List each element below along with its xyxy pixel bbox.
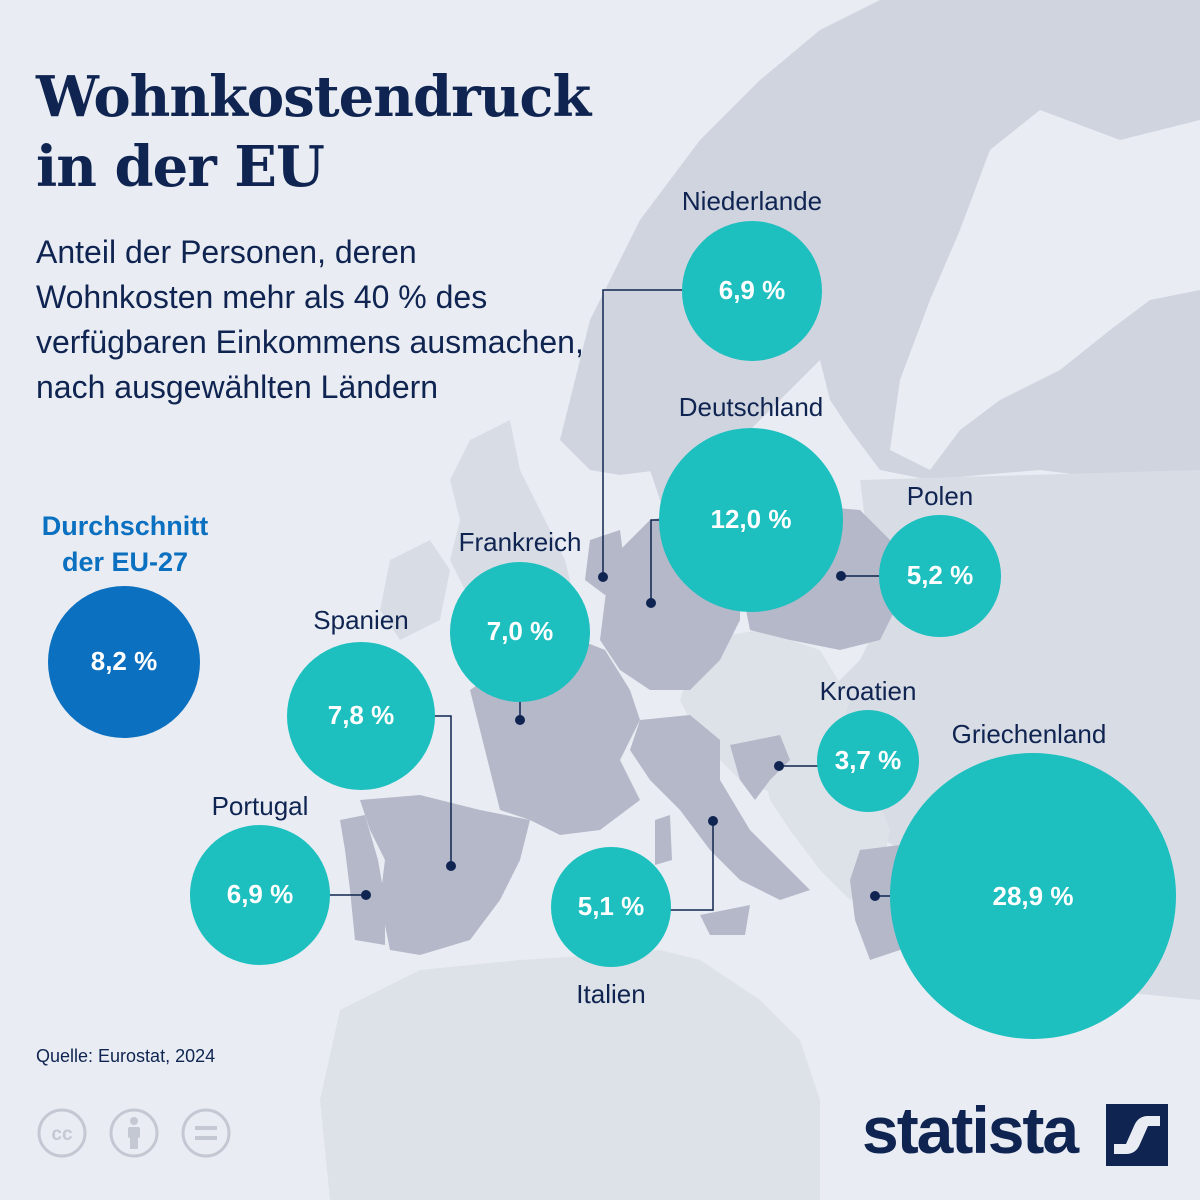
scandinavia-shape: [560, 0, 1200, 480]
label-italien: Italien: [576, 979, 646, 1009]
dot-spanien: [446, 861, 456, 871]
dot-frankreich: [515, 715, 525, 725]
attribution-icon[interactable]: [108, 1107, 160, 1159]
eu-average-label-line-1: Durchschnitt: [41, 511, 209, 541]
portugal-shape: [340, 815, 385, 945]
no-derivatives-icon[interactable]: [180, 1107, 232, 1159]
connector-spanien: [433, 715, 452, 866]
statista-wordmark[interactable]: statista: [862, 1093, 1079, 1167]
connector-lines: [329, 289, 890, 911]
bubble-polen: 5,2 %: [879, 515, 1001, 637]
sicily-shape: [700, 905, 750, 935]
bubble-deutschland: 12,0 %: [658, 427, 844, 613]
label-kroatien: Kroatien: [819, 676, 917, 706]
dot-griechenland: [870, 891, 880, 901]
label-niederlande: Niederlande: [681, 186, 823, 216]
connector-niederlande: [602, 289, 683, 577]
subtitle: Anteil der Personen, deren Wohnkosten me…: [36, 234, 584, 405]
label-polen: Polen: [906, 481, 974, 511]
dot-polen: [836, 571, 846, 581]
netherlands-shape: [585, 530, 625, 595]
value-italien: 5,1 %: [577, 891, 645, 922]
bubble-spanien: 7,8 %: [286, 641, 436, 791]
bubble-griechenland: 28,9 %: [890, 753, 1176, 1039]
eu-average-label: Durchschnitt der EU-27: [20, 508, 230, 580]
ireland-shape: [380, 540, 450, 640]
value-frankreich: 7,0 %: [486, 616, 554, 647]
bubble-frankreich: 7,0 %: [449, 561, 591, 703]
italy-shape: [630, 715, 810, 900]
value-spanien: 7,8 %: [327, 700, 395, 731]
page-title: Wohnkostendruck in der EU: [36, 62, 591, 202]
dot-kroatien: [774, 761, 784, 771]
eu-average-value: 8,2 %: [90, 646, 158, 677]
value-kroatien: 3,7 %: [834, 745, 902, 776]
source-note: Quelle: Eurostat, 2024: [36, 1046, 216, 1066]
bubble-portugal: 6,9 %: [190, 825, 330, 965]
svg-text:cc: cc: [51, 1124, 73, 1145]
north-africa-shape: [320, 950, 820, 1200]
croatia-shape: [730, 735, 790, 800]
spain-shape: [360, 795, 530, 955]
label-frankreich: Frankreich: [458, 527, 582, 557]
label-portugal: Portugal: [211, 791, 309, 821]
statista-logo-icon[interactable]: [1106, 1104, 1168, 1166]
label-spanien: Spanien: [313, 605, 409, 635]
label-deutschland: Deutschland: [678, 392, 824, 422]
bubble-kroatien: 3,7 %: [816, 709, 920, 813]
value-polen: 5,2 %: [906, 560, 974, 591]
dot-italien: [708, 816, 718, 826]
eu-average-label-line-2: der EU-27: [61, 547, 189, 577]
connector-italien: [669, 821, 714, 911]
title-line-2: in der EU: [36, 134, 325, 200]
cc-icon[interactable]: cc: [36, 1107, 88, 1159]
value-portugal: 6,9 %: [226, 879, 294, 910]
value-griechenland: 28,9 %: [992, 880, 1074, 911]
value-niederlande: 6,9 %: [718, 275, 786, 306]
connector-deutschland: [650, 519, 660, 603]
dot-portugal: [361, 890, 371, 900]
bubble-niederlande: 6,9 %: [682, 221, 822, 361]
bubble-italien: 5,1 %: [550, 846, 672, 968]
value-deutschland: 12,0 %: [710, 504, 792, 535]
dot-niederlande: [598, 572, 608, 582]
label-griechenland: Griechenland: [951, 719, 1107, 749]
eu-average-bubble: 8,2 %: [47, 585, 201, 739]
dot-deutschland: [646, 598, 656, 608]
sardinia-shape: [655, 815, 672, 865]
title-line-1: Wohnkostendruck: [36, 64, 591, 130]
connector-dots: [361, 571, 880, 901]
